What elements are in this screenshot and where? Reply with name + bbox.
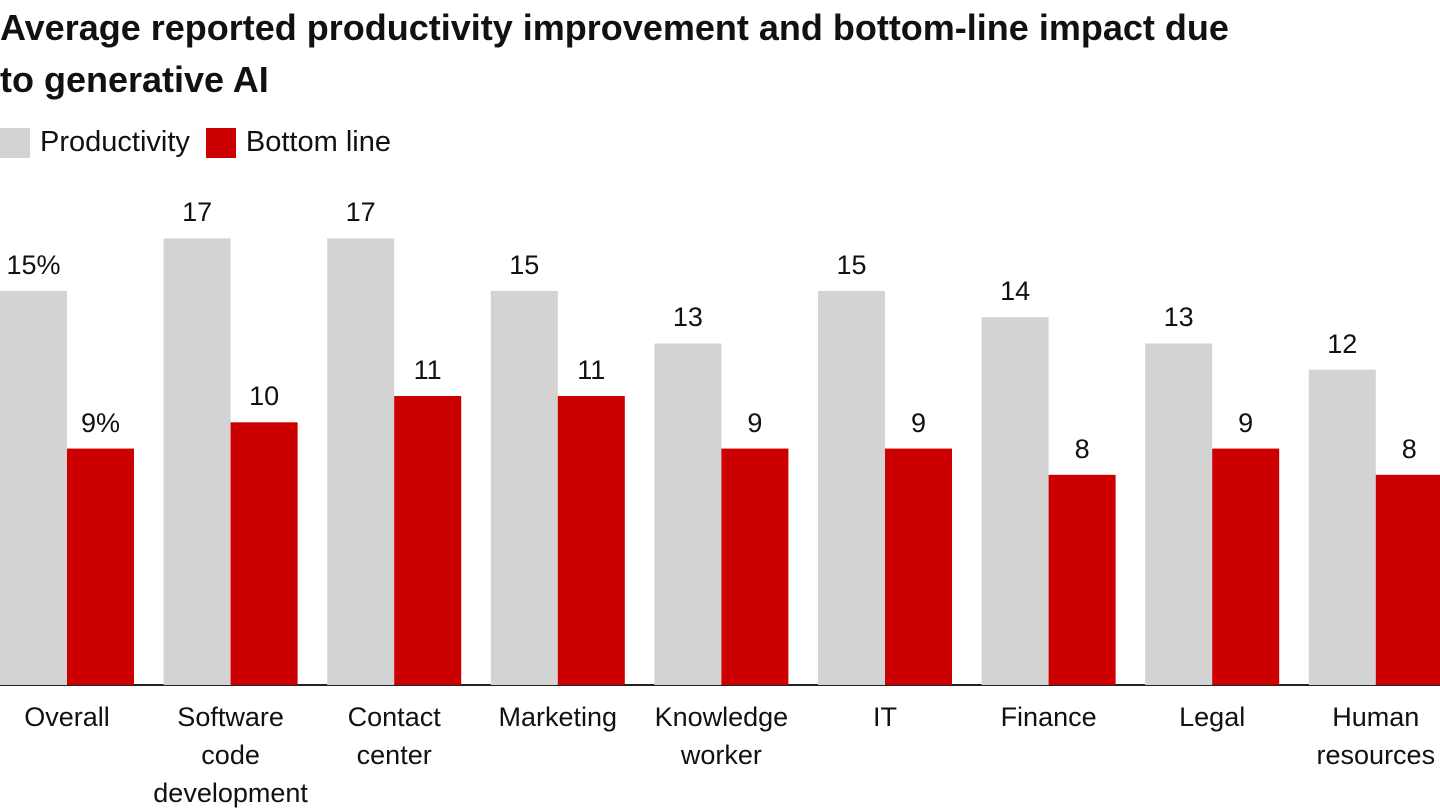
bar [1375, 474, 1440, 685]
value-label: 11 [577, 355, 606, 386]
bar [1048, 474, 1116, 685]
bar [327, 238, 395, 685]
bar [490, 290, 558, 685]
x-tick-label: Legal [1179, 702, 1246, 732]
value-label: 9 [910, 407, 927, 438]
bar [1145, 343, 1213, 685]
bar [0, 290, 67, 685]
bar [163, 238, 231, 685]
bar [230, 422, 298, 685]
value-label: 8 [1074, 433, 1090, 464]
value-label: 9 [747, 407, 763, 438]
value-label: 10 [249, 381, 280, 412]
value-label: 9% [80, 407, 121, 438]
x-tick-label: Marketing [498, 702, 618, 732]
value-label: 9 [1238, 407, 1254, 438]
bar [1308, 369, 1376, 685]
bar [557, 396, 625, 685]
bar [394, 396, 462, 685]
legend-item: Productivity [0, 126, 190, 159]
value-label: 8 [1401, 433, 1417, 464]
legend-swatch [205, 127, 236, 158]
bar [67, 448, 134, 685]
bar [721, 448, 789, 685]
legend: Productivity Bottom line [0, 126, 407, 159]
value-label: 11 [413, 355, 442, 386]
chart-title: Average reported productivity improvemen… [0, 7, 1229, 100]
x-tick-label: Human resources [1316, 702, 1436, 770]
value-label: 15 [509, 249, 540, 280]
bar [1212, 448, 1280, 685]
value-label: 15 [836, 249, 867, 280]
value-label: 14 [1000, 276, 1031, 307]
bar [654, 343, 722, 685]
legend-swatch [0, 127, 30, 158]
value-label: 17 [345, 197, 376, 228]
x-tick-label: Software code development [153, 702, 308, 808]
bar [818, 290, 885, 685]
value-label: 15% [6, 249, 61, 280]
value-label: 12 [1327, 328, 1358, 359]
value-label: 13 [1163, 302, 1194, 333]
x-tick-label: IT [873, 702, 897, 732]
bar [885, 448, 952, 685]
legend-label: Bottom line [245, 126, 391, 158]
value-label: 17 [182, 197, 213, 228]
bar [981, 317, 1049, 685]
x-tick-label: Overall [24, 702, 110, 732]
value-label: 13 [672, 302, 703, 333]
x-tick-label: Finance [1000, 702, 1097, 732]
legend-item: Bottom line [205, 126, 391, 159]
legend-label: Productivity [40, 126, 190, 158]
x-tick-label: Knowledge worker [654, 702, 789, 770]
x-tick-label: Contact center [347, 702, 441, 770]
